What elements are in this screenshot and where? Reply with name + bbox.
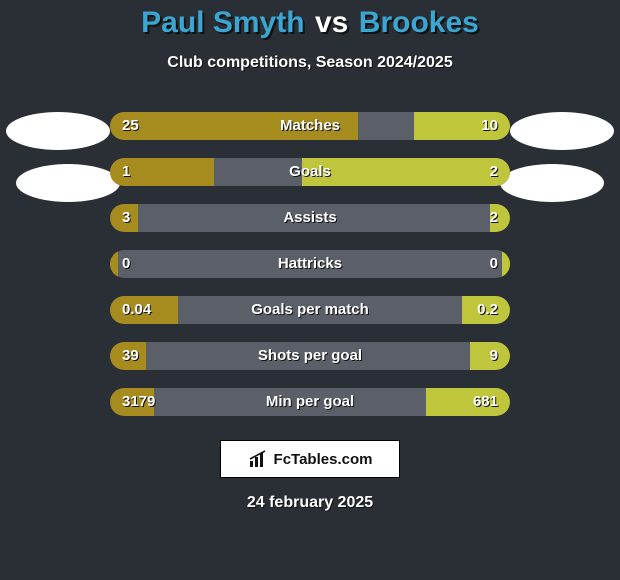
- date-label: 24 february 2025: [0, 494, 620, 512]
- stat-row: 1Goals2: [110, 158, 510, 186]
- stat-row: 3179Min per goal681: [110, 388, 510, 416]
- stat-value-right: 10: [481, 112, 498, 140]
- stat-metric-label: Hattricks: [110, 250, 510, 278]
- stat-row: 0.04Goals per match0.2: [110, 296, 510, 324]
- stat-metric-label: Min per goal: [110, 388, 510, 416]
- stat-value-right: 2: [490, 158, 498, 186]
- team1-crest-icon: [6, 112, 110, 150]
- comparison-stage: 25Matches10 1Goals2 3Assists2 0Hattricks0 0.…: [0, 112, 620, 416]
- site-logo: FcTables.com: [220, 440, 400, 478]
- stat-value-right: 0.2: [477, 296, 498, 324]
- team2-crest-icon: [500, 164, 604, 202]
- stat-value-right: 0: [490, 250, 498, 278]
- stat-metric-label: Assists: [110, 204, 510, 232]
- team2-crest-icon: [510, 112, 614, 150]
- stat-row: 25Matches10: [110, 112, 510, 140]
- title-vs: vs: [315, 6, 348, 39]
- player2-name: Brookes: [359, 6, 479, 39]
- bars-icon: [248, 449, 268, 469]
- stat-metric-label: Goals per match: [110, 296, 510, 324]
- player1-name: Paul Smyth: [141, 6, 304, 39]
- stat-value-right: 2: [490, 204, 498, 232]
- title: Paul Smyth vs Brookes: [0, 0, 620, 40]
- site-logo-text: FcTables.com: [274, 451, 373, 468]
- stat-row: 39Shots per goal9: [110, 342, 510, 370]
- comparison-bars: 25Matches10 1Goals2 3Assists2 0Hattricks0 0.…: [110, 112, 510, 416]
- stat-metric-label: Goals: [110, 158, 510, 186]
- stat-row: 0Hattricks0: [110, 250, 510, 278]
- stat-metric-label: Shots per goal: [110, 342, 510, 370]
- team1-crest-icon: [16, 164, 120, 202]
- stat-value-right: 9: [490, 342, 498, 370]
- stat-metric-label: Matches: [110, 112, 510, 140]
- stat-row: 3Assists2: [110, 204, 510, 232]
- stat-value-right: 681: [473, 388, 498, 416]
- subtitle: Club competitions, Season 2024/2025: [0, 54, 620, 72]
